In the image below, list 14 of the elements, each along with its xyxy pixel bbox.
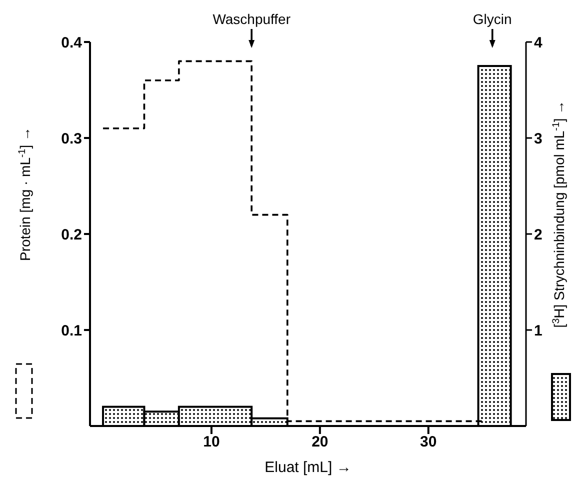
y-tick-label: 0.3 xyxy=(61,130,82,148)
x-tick-label: 10 xyxy=(203,434,220,451)
x-tick-label: 30 xyxy=(420,434,437,451)
y-tick-label: 0.4 xyxy=(61,34,83,52)
y2-tick-label: 1 xyxy=(534,322,542,340)
y2-tick-label: 2 xyxy=(534,226,542,244)
y-tick-label: 0.1 xyxy=(61,322,82,340)
x-axis-title: Eluat [mL] → xyxy=(264,459,352,476)
annotation: Glycin xyxy=(472,11,512,27)
annotation: Waschpuffer xyxy=(212,11,291,27)
x-tick-label: 20 xyxy=(312,434,328,451)
y2-tick-label: 3 xyxy=(534,130,542,148)
y2-tick-label: 4 xyxy=(534,34,543,52)
y-tick-label: 0.2 xyxy=(61,226,82,244)
